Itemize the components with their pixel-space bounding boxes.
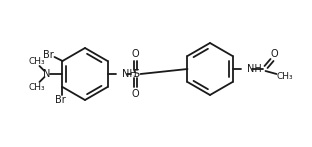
Text: Br: Br	[55, 95, 66, 105]
Text: O: O	[271, 49, 278, 59]
Text: O: O	[132, 49, 139, 59]
Text: O: O	[132, 89, 139, 99]
Text: NH: NH	[121, 69, 136, 79]
Text: NH: NH	[246, 64, 261, 74]
Text: N: N	[43, 69, 50, 79]
Text: CH₃: CH₃	[28, 82, 45, 91]
Text: S: S	[132, 69, 139, 79]
Text: Br: Br	[43, 50, 54, 60]
Text: CH₃: CH₃	[28, 56, 45, 66]
Text: CH₃: CH₃	[276, 71, 293, 81]
